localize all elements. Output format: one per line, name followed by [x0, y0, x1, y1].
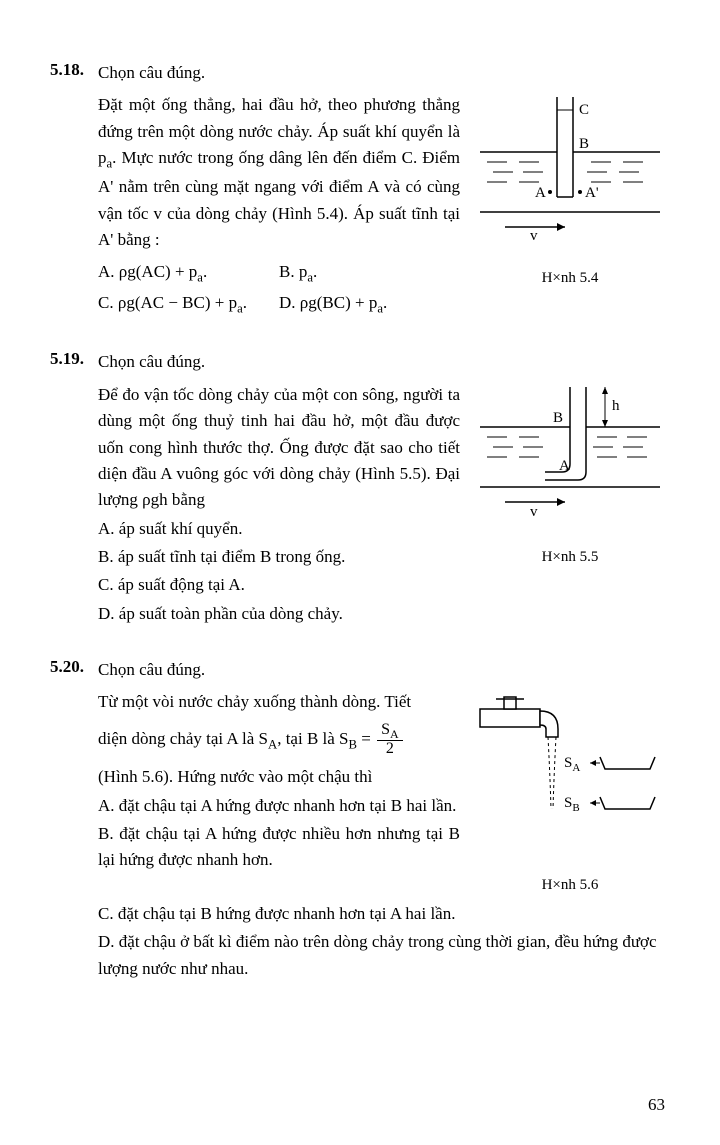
- choice-C: C. đặt chậu tại B hứng được nhanh hơn tạ…: [98, 901, 670, 927]
- figure-caption: H×nh 5.5: [470, 546, 670, 569]
- fig-label-v: v: [530, 228, 538, 244]
- choice-A: A. đặt chậu tại A hứng được nhanh hơn tạ…: [98, 793, 460, 819]
- choices: A. ρg(AC) + pa. C. ρg(AC − BC) + pa. B. …: [98, 257, 460, 321]
- fig-label-Aprime: A': [585, 185, 599, 201]
- choice-A: A. áp suất khí quyển.: [98, 516, 460, 542]
- problem-number: 5.20.: [50, 657, 98, 677]
- figure-5-4: C B A A' v H×nh 5.4: [470, 92, 670, 290]
- fig-label-SB: S: [564, 795, 572, 811]
- choice-A: A. ρg(AC) + pa.: [98, 259, 279, 288]
- choice-B: B. pa.: [279, 259, 460, 288]
- problem-5-19: 5.19. Chọn câu đúng. Để đo vận tốc dòng …: [50, 349, 670, 628]
- problem-number: 5.18.: [50, 60, 98, 80]
- choice-B: B. áp suất tĩnh tại điểm B trong ống.: [98, 544, 460, 570]
- problem-text: Đặt một ống thẳng, hai đầu hở, theo phươ…: [98, 92, 460, 321]
- problem-text: Để đo vận tốc dòng chảy của một con sông…: [98, 382, 460, 629]
- fig-label-h: h: [612, 398, 620, 414]
- figure-caption: H×nh 5.4: [470, 267, 670, 290]
- choice-C: C. áp suất động tại A.: [98, 572, 460, 598]
- fig-label-v: v: [530, 504, 538, 520]
- figure-5-6: SA SB H×nh 5.6: [470, 689, 670, 897]
- fig-label-SA: S: [564, 755, 572, 771]
- fig-label-A: A: [535, 185, 546, 201]
- fig-label-C: C: [579, 102, 589, 118]
- page: 5.18. Chọn câu đúng. Đặt một ống thẳng, …: [0, 0, 720, 1145]
- prompt: Chọn câu đúng.: [98, 352, 205, 371]
- figure-5-6-svg: SA SB: [470, 689, 670, 859]
- svg-text:SB: SB: [564, 795, 580, 814]
- page-number: 63: [648, 1095, 665, 1115]
- figure-5-4-svg: C B A A' v: [475, 92, 665, 252]
- fig-label-B: B: [579, 136, 589, 152]
- problem-text: Từ một vòi nước chảy xuống thành dòng. T…: [98, 689, 460, 875]
- prompt: Chọn câu đúng.: [98, 63, 205, 82]
- fig-label-B: B: [553, 410, 563, 426]
- choice-C: C. ρg(AC − BC) + pa.: [98, 290, 279, 319]
- problem-5-18: 5.18. Chọn câu đúng. Đặt một ống thẳng, …: [50, 60, 670, 321]
- fraction: SA2: [377, 722, 403, 759]
- problem-number: 5.19.: [50, 349, 98, 369]
- svg-text:SA: SA: [564, 755, 580, 774]
- choice-D: D. đặt chậu ở bất kì điểm nào trên dòng …: [98, 929, 670, 982]
- fig-label-A: A: [559, 458, 570, 474]
- choice-D: D. ρg(BC) + pa.: [279, 290, 460, 319]
- choice-B: B. đặt chậu tại A hứng được nhiều hơn nh…: [98, 821, 460, 874]
- prompt: Chọn câu đúng.: [98, 660, 205, 679]
- figure-caption: H×nh 5.6: [470, 874, 670, 897]
- figure-5-5: B A h v H×nh 5.5: [470, 382, 670, 570]
- problem-5-20: 5.20. Chọn câu đúng. Từ một vòi nước chả…: [50, 657, 670, 984]
- choice-D: D. áp suất toàn phần của dòng chảy.: [98, 601, 460, 627]
- figure-5-5-svg: B A h v: [475, 382, 665, 532]
